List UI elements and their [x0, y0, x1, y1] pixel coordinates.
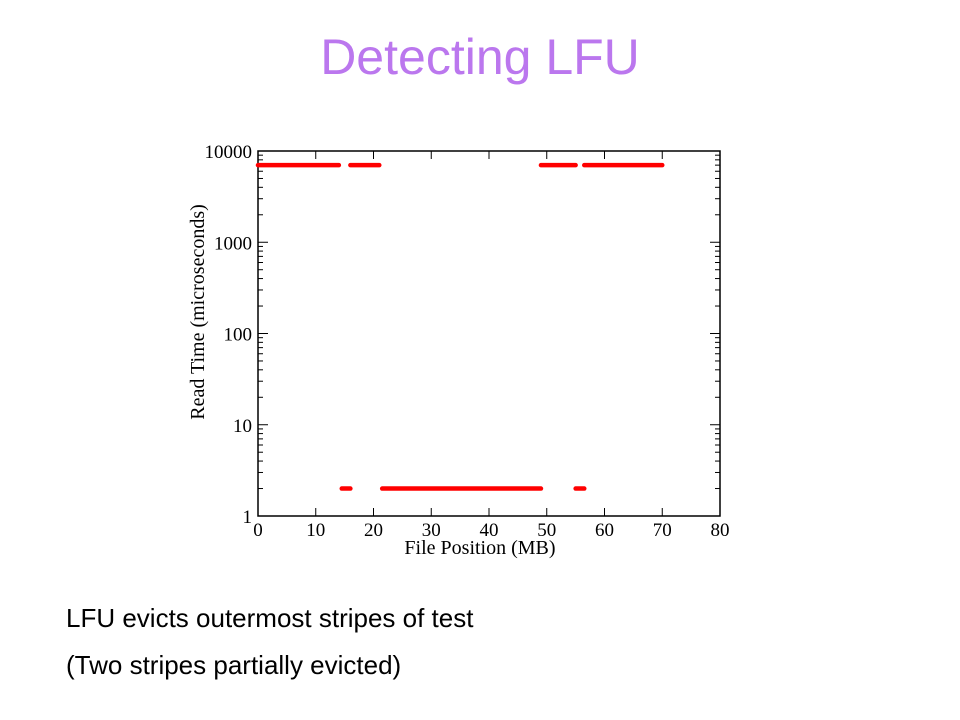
slide-title: Detecting LFU: [320, 29, 640, 85]
x-tick-label: 40: [480, 520, 499, 541]
x-tick-label: 70: [653, 520, 672, 541]
x-tick-label: 60: [595, 520, 614, 541]
plot-frame: [257, 150, 721, 517]
y-tick-label: 10000: [205, 142, 253, 163]
y-tick-label: 100: [224, 325, 253, 346]
y-tick-label: 1: [243, 507, 253, 528]
x-tick-label: 30: [422, 520, 441, 541]
x-tick-label: 0: [253, 520, 263, 541]
x-tick-label: 20: [364, 520, 383, 541]
x-tick-label: 80: [711, 520, 730, 541]
y-axis-label: Read Time (microseconds): [187, 204, 209, 420]
x-tick-label: 50: [537, 520, 556, 541]
caption-line-2: (Two stripes partially evicted): [66, 650, 402, 680]
y-tick-label: 1000: [214, 233, 252, 254]
x-tick-label: 10: [306, 520, 325, 541]
caption-line-1: LFU evicts outermost stripes of test: [66, 603, 474, 633]
x-axis-label: File Position (MB): [404, 537, 555, 559]
y-tick-label: 10: [233, 416, 252, 437]
